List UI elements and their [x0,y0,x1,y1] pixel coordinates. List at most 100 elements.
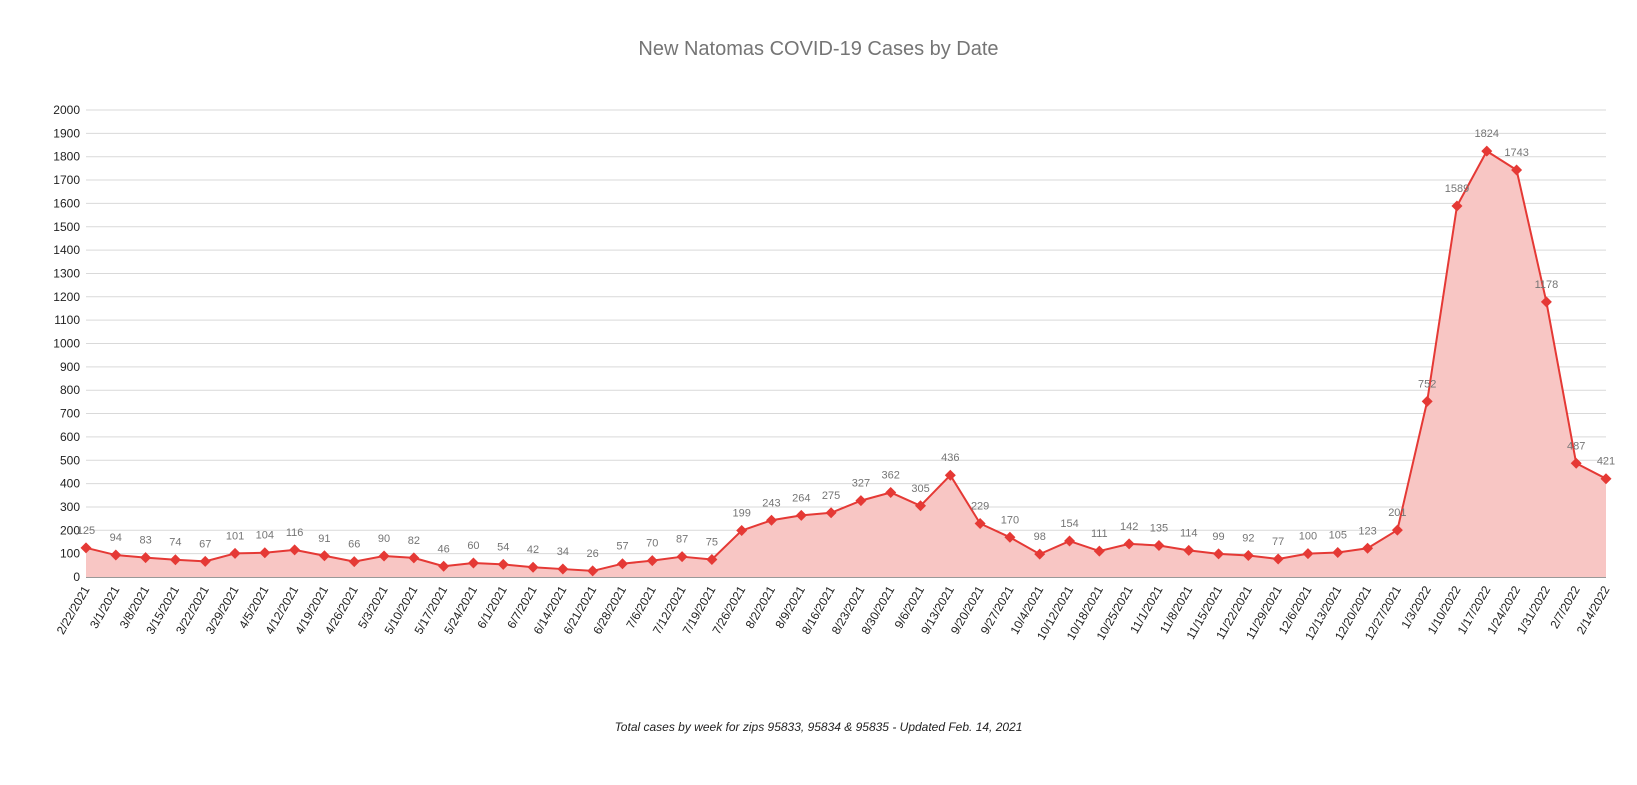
data-label: 264 [792,492,810,504]
data-label: 67 [199,538,211,550]
data-point [1153,539,1165,551]
data-label: 94 [110,532,122,544]
data-point [706,553,718,565]
data-point [229,547,241,559]
data-label: 70 [646,538,658,550]
data-point [616,558,628,570]
data-label: 1743 [1504,147,1528,159]
data-point [1391,524,1403,536]
data-label: 83 [139,535,151,547]
data-label: 46 [438,543,450,555]
data-point [199,555,211,567]
data-label: 114 [1180,527,1198,539]
data-label: 243 [762,497,780,509]
area-fill [86,151,1606,577]
data-label: 104 [256,530,274,542]
data-label: 436 [941,452,959,464]
chart-title: New Natomas COVID-19 Cases by Date [638,38,999,60]
data-label: 77 [1272,536,1284,548]
data-point [140,552,152,564]
data-point [587,565,599,577]
data-label: 1178 [1535,279,1559,291]
data-label: 90 [378,533,390,545]
data-point [795,509,807,521]
data-label: 60 [467,540,479,552]
data-point [974,518,986,530]
data-points [80,145,1612,577]
data-label: 201 [1388,507,1406,519]
data-point [348,556,360,568]
data-point [378,550,390,562]
data-label: 111 [1091,528,1108,540]
data-point [676,551,688,563]
data-label: 305 [911,483,929,495]
data-point [1183,544,1195,556]
y-tick-label: 0 [73,570,80,584]
y-tick-label: 1400 [53,243,80,257]
data-label: 142 [1120,521,1138,533]
data-point [318,550,330,562]
data-label: 66 [348,539,360,551]
data-point [1213,548,1225,560]
x-axis-tick-labels: 2/22/20213/1/20213/8/20213/15/20213/22/2… [54,583,1613,642]
y-tick-label: 1100 [54,313,80,327]
y-tick-label: 1200 [53,290,80,304]
data-label: 101 [226,530,244,542]
data-point [259,547,271,559]
data-point [1242,550,1254,562]
data-point [110,549,122,561]
data-point [80,542,92,554]
data-label: 100 [1299,531,1317,543]
data-label: 1824 [1475,128,1499,140]
data-label: 199 [733,508,751,520]
y-tick-label: 1000 [53,337,80,351]
data-point [646,555,658,567]
y-tick-label: 800 [60,383,80,397]
data-label: 91 [318,533,330,545]
data-label: 125 [77,525,95,537]
data-label: 105 [1329,529,1347,541]
y-axis-tick-labels: 0 100 200 300 400 500 600 700 800 900 1000 1100 1200… [53,103,80,584]
y-tick-label: 1800 [53,150,80,164]
data-point [169,554,181,566]
data-label: 487 [1567,440,1585,452]
data-point [1570,457,1582,469]
data-label: 362 [882,469,900,481]
series-line-path [85,150,1607,572]
y-tick-label: 900 [60,360,80,374]
data-labels: 125 94 83 74 67 101 104 116 91 66 90 82 46 60 54 42 34 26… [77,128,1615,560]
y-tick-label: 300 [60,500,80,514]
y-tick-label: 1300 [53,266,80,280]
data-label: 170 [1001,514,1019,526]
y-tick-label: 1600 [53,196,80,210]
data-point [1332,546,1344,558]
data-point [289,544,301,556]
y-tick-label: 400 [60,477,80,491]
data-label: 26 [587,548,599,560]
data-point [855,495,867,507]
y-tick-label: 600 [60,430,80,444]
data-label: 57 [616,541,628,553]
data-point [915,500,927,512]
series-area [86,151,1606,577]
y-tick-label: 200 [60,523,80,537]
y-tick-label: 1900 [53,126,80,140]
data-label: 327 [852,478,870,490]
data-label: 87 [676,534,688,546]
data-label: 275 [822,490,840,502]
data-point [765,514,777,526]
data-point [408,552,420,564]
data-point [736,525,748,537]
data-label: 99 [1212,531,1224,543]
data-point [1123,538,1135,550]
data-point [497,558,509,570]
data-point [944,469,956,481]
y-tick-label: 2000 [53,103,80,117]
data-point [557,563,569,575]
y-tick-label: 700 [60,407,80,421]
data-label: 752 [1418,378,1436,390]
series-line [85,150,1607,572]
data-point [1511,164,1523,176]
data-label: 154 [1060,518,1078,530]
